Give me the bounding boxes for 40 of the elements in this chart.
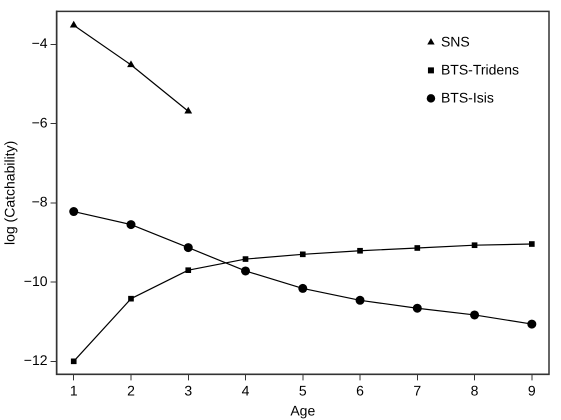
point xyxy=(414,245,420,251)
point xyxy=(472,242,478,248)
x-tick-label: 7 xyxy=(413,382,422,399)
x-tick-label: 3 xyxy=(184,382,192,399)
point xyxy=(356,296,365,305)
x-tick-label: 8 xyxy=(470,382,479,399)
point xyxy=(412,304,422,313)
y-tick-label: −4 xyxy=(32,35,48,52)
point xyxy=(528,241,535,247)
x-tick-label: 9 xyxy=(528,382,536,399)
point xyxy=(470,310,480,320)
point xyxy=(242,256,248,262)
y-tick-label: −10 xyxy=(24,272,48,289)
legend-label: BTS-Tridens xyxy=(440,61,520,78)
x-tick-label: 5 xyxy=(298,382,307,399)
point xyxy=(527,320,536,329)
y-tick-label: −8 xyxy=(32,194,48,210)
point xyxy=(70,358,77,364)
point xyxy=(300,251,306,258)
y-tick-label: −6 xyxy=(32,114,48,130)
point xyxy=(184,243,193,252)
point xyxy=(127,60,135,68)
x-tick-label: 6 xyxy=(356,382,364,399)
point xyxy=(357,248,363,254)
legend-label: BTS-Isis xyxy=(440,89,494,106)
point xyxy=(185,267,192,274)
legend-label: SNS xyxy=(440,33,470,50)
point xyxy=(298,284,308,293)
x-tick-label: 4 xyxy=(242,382,250,399)
y-tick-label: −12 xyxy=(24,352,48,368)
x-tick-label: 2 xyxy=(127,382,136,399)
point xyxy=(128,296,134,302)
point xyxy=(184,106,192,114)
x-axis-title: Age xyxy=(290,402,316,418)
point xyxy=(70,20,78,28)
point xyxy=(241,266,250,276)
point xyxy=(126,220,136,230)
point xyxy=(69,207,78,216)
x-tick-label: 1 xyxy=(70,382,78,399)
y-axis-title: log (Catchability) xyxy=(1,140,18,246)
